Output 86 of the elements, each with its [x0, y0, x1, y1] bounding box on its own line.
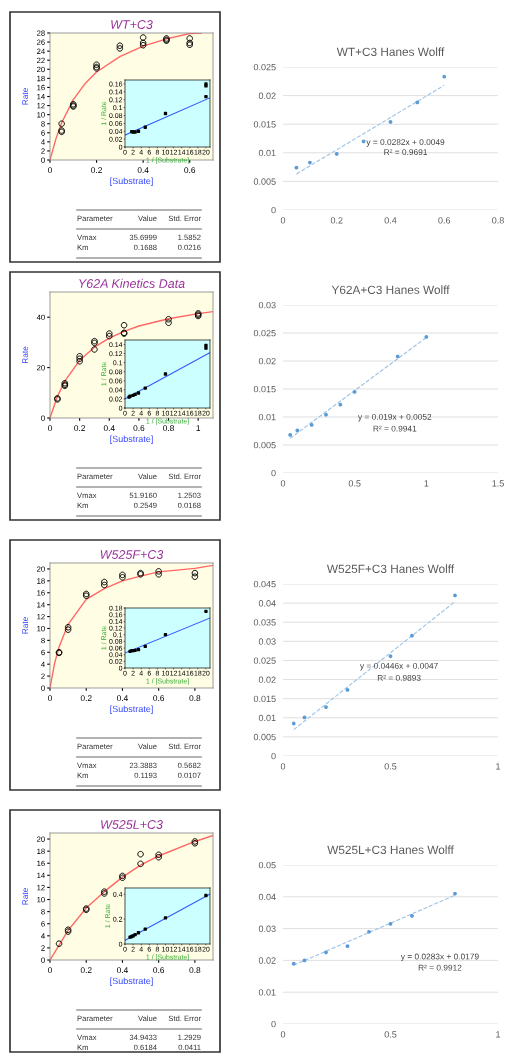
- x-tick-label: 0.4: [384, 217, 397, 224]
- y-tick-label: 0: [271, 1020, 276, 1028]
- x-tick-label: 1: [496, 1031, 501, 1038]
- chart-title: Y62A Kinetics Data: [79, 278, 185, 288]
- x-tick-label: 0.2: [80, 695, 92, 702]
- y-tick-label: 0.01: [258, 989, 276, 996]
- x-tick-label: 1: [496, 763, 501, 770]
- annotation: R² = 0.9893: [377, 674, 421, 681]
- chart-title: W525L+C3: [101, 820, 163, 829]
- x-tick-label: 1: [424, 480, 429, 487]
- chart-title: WT+C3 Hanes Wolff: [336, 47, 445, 57]
- x-tick-label: 0: [280, 217, 286, 224]
- x-tick-label: 0.6: [438, 217, 451, 224]
- y-tick-label: 0.015: [253, 385, 276, 393]
- chart-title: W525F+C3 Hanes Wolff: [326, 564, 455, 574]
- x-axis-title: [Substrate]: [110, 705, 153, 714]
- y-tick-label: 0.035: [253, 619, 276, 626]
- y-tick-label: 0: [271, 469, 276, 477]
- y-tick-label: 0.04: [258, 893, 276, 901]
- y-tick-label: 0.04: [258, 600, 276, 607]
- x-tick-label: 0.4: [103, 425, 115, 432]
- y-tick-label: 0.045: [253, 580, 276, 588]
- x-tick-label: 0.2: [80, 967, 92, 974]
- x-tick-label: 0.5: [384, 763, 397, 770]
- x-tick-label: 0.5: [384, 1031, 397, 1038]
- y-tick-label: 0.025: [253, 657, 276, 664]
- x-tick-label: 0.2: [330, 217, 343, 224]
- x-tick-label: 0: [48, 695, 52, 702]
- y-tick-label: 0.015: [253, 695, 276, 703]
- annotation: y = 0.0446x + 0.0047: [359, 662, 438, 671]
- annotation: y = 0.0282x + 0.0049: [366, 139, 445, 147]
- y-axis-title: Rate: [22, 888, 29, 905]
- x-tick-label: 0.6: [133, 425, 145, 432]
- x-tick-label: 0.6: [184, 167, 196, 174]
- x-tick-label: 0: [280, 480, 286, 487]
- x-tick-label: 0.8: [189, 967, 201, 974]
- y-tick-label: 0.005: [253, 178, 276, 185]
- y-tick-label: 0: [271, 206, 276, 214]
- y-tick-label: 0.01: [258, 149, 276, 157]
- chart-title: W525L+C3 Hanes Wolff: [327, 845, 454, 855]
- y-tick-label: 0.01: [258, 714, 276, 722]
- y-tick-label: 0: [271, 752, 276, 760]
- chart-title: WT+C3: [111, 20, 153, 29]
- y-axis-title: Rate: [22, 617, 29, 634]
- x-tick-label: 0.4: [137, 167, 149, 174]
- x-tick-label: 0: [48, 425, 52, 432]
- annotation: y = 0.0283x + 0.0179: [400, 953, 479, 962]
- x-tick-label: 0.2: [74, 425, 86, 432]
- x-tick-label: 0.8: [492, 217, 504, 224]
- x-tick-label: 0.5: [348, 480, 361, 487]
- x-tick-label: 1.5: [492, 480, 504, 487]
- y-tick-label: 0.005: [253, 733, 276, 741]
- y-tick-label: 0.01: [258, 413, 276, 421]
- x-axis-title: [Substrate]: [110, 177, 153, 186]
- chart-title: W525F+C3: [100, 550, 164, 559]
- x-tick-label: 0.8: [163, 425, 174, 432]
- x-tick-label: 0: [280, 1031, 286, 1038]
- y-tick-label: 0.03: [258, 925, 276, 932]
- y-tick-label: 0.005: [253, 441, 276, 449]
- y-tick-label: 0.025: [253, 63, 276, 71]
- chart-title: Y62A+C3 Hanes Wolff: [331, 285, 450, 295]
- x-tick-label: 0.8: [189, 695, 201, 702]
- y-tick-label: 0.02: [258, 957, 276, 964]
- annotation: R² = 0.9691: [384, 149, 428, 156]
- y-tick-label: 0.02: [258, 92, 276, 99]
- x-tick-label: 0.6: [153, 695, 165, 702]
- y-axis-title: Rate: [22, 346, 29, 364]
- y-tick-label: 0.015: [253, 121, 276, 128]
- x-tick-label: 0.6: [153, 967, 165, 974]
- x-tick-label: 1: [196, 425, 201, 431]
- y-axis-title: Rate: [22, 88, 29, 105]
- y-tick-label: 0.02: [258, 676, 276, 683]
- annotation: R² = 0.9941: [373, 425, 417, 432]
- y-tick-label: 0.05: [258, 861, 276, 869]
- x-tick-label: 0: [48, 167, 52, 174]
- y-tick-label: 0.025: [253, 329, 276, 337]
- x-axis-title: [Substrate]: [110, 435, 153, 444]
- x-tick-label: 0: [48, 967, 52, 974]
- x-tick-label: 0: [280, 763, 286, 770]
- y-tick-label: 0.03: [258, 638, 276, 645]
- x-axis-title: [Substrate]: [110, 977, 153, 986]
- annotation: y = 0.019x + 0.0052: [357, 413, 432, 422]
- x-tick-label: 0.2: [91, 167, 102, 174]
- y-tick-label: 0.02: [258, 357, 276, 365]
- y-tick-label: 0.03: [258, 301, 276, 309]
- annotation: R² = 0.9912: [418, 964, 462, 971]
